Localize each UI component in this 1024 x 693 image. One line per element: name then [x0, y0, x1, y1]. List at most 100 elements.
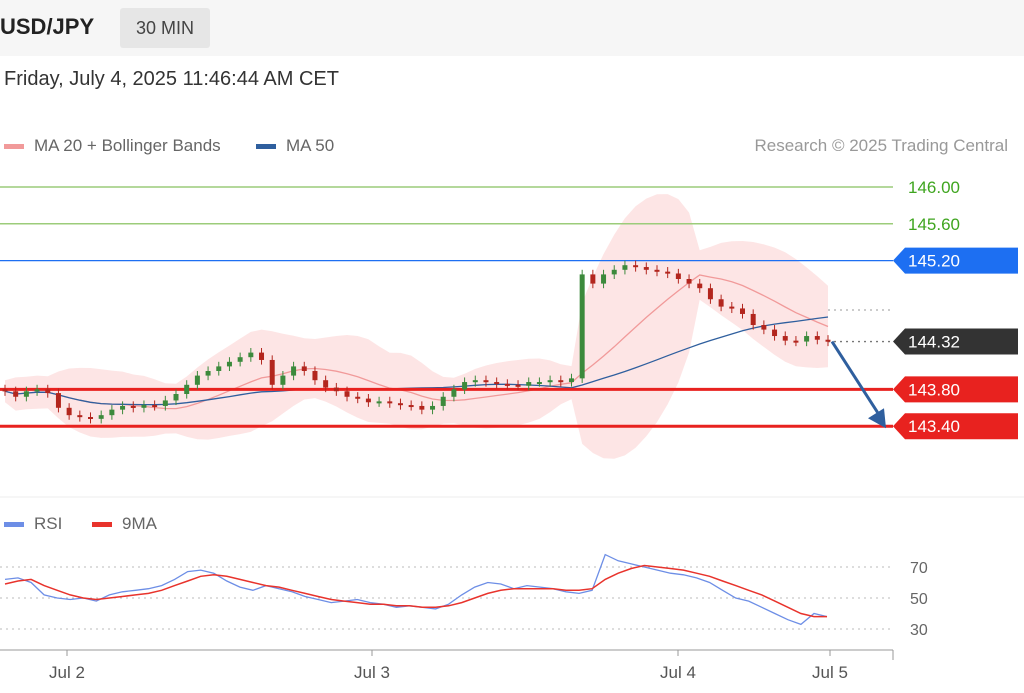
- candle-body: [162, 400, 168, 406]
- candle-body: [237, 357, 243, 362]
- candle-body: [34, 389, 40, 392]
- research-credit: Research © 2025 Trading Central: [754, 136, 1009, 155]
- candle-body: [355, 396, 361, 399]
- candle-body: [216, 366, 222, 371]
- candle-body: [472, 380, 478, 383]
- candle-body: [141, 405, 147, 408]
- rsi-line: [4, 553, 828, 626]
- candle-body: [483, 380, 489, 383]
- candle-body: [291, 366, 297, 376]
- candle-body: [825, 339, 831, 342]
- candle-body: [248, 352, 254, 358]
- candle-body: [88, 417, 94, 419]
- support-tag: [893, 376, 1018, 403]
- candle-body: [152, 405, 158, 408]
- rsi-swatch: [4, 522, 24, 528]
- candle-body: [686, 279, 692, 284]
- ma50-label: MA 50: [286, 136, 335, 155]
- candle-body: [793, 340, 799, 343]
- candle-body: [440, 396, 446, 406]
- candle-body: [408, 405, 414, 408]
- current-tag-label: 144.32: [908, 333, 960, 352]
- legend-rsi: RSI: [4, 514, 62, 534]
- candle-body: [814, 336, 820, 340]
- candle-body: [665, 271, 671, 274]
- price-levels: [0, 186, 893, 428]
- candle-body: [365, 398, 371, 403]
- x-tick-label: Jul 2: [49, 663, 85, 682]
- symbol-title: USD/JPY: [0, 14, 95, 39]
- projection-arrow: [830, 340, 886, 429]
- rsi-panel: 70 50 30: [0, 553, 928, 639]
- candle-body: [55, 393, 61, 408]
- pivot-tag: [893, 247, 1018, 274]
- candle-body: [430, 405, 436, 410]
- ma50-swatch: [256, 144, 276, 150]
- timeframe-button[interactable]: 30 MIN: [120, 8, 210, 48]
- candle-body: [280, 375, 286, 385]
- pivot-tag-label: 145.20: [908, 252, 960, 271]
- legend-ma50: MA 50: [256, 136, 334, 156]
- candle-body: [205, 371, 211, 376]
- candle-body: [761, 325, 767, 330]
- candle-body: [718, 299, 724, 307]
- candle-body: [2, 389, 8, 392]
- candle-body: [312, 371, 318, 381]
- candle-body: [397, 403, 403, 406]
- candle-body: [387, 401, 393, 404]
- candle-body: [697, 283, 703, 289]
- x-tick-label: Jul 3: [354, 663, 390, 682]
- resistance-label: 146.00: [908, 178, 960, 197]
- level-tags: 146.00 145.60 145.20 144.32 143.80 143.40: [893, 178, 1018, 440]
- rsi-level-label: 50: [910, 591, 928, 608]
- candle-body: [643, 267, 649, 270]
- x-tick-label: Jul 5: [812, 663, 848, 682]
- candle-body: [419, 405, 425, 410]
- candle-body: [45, 389, 51, 394]
- ma9-swatch: [92, 522, 112, 528]
- projection-arrowhead: [868, 408, 886, 429]
- support-tag-label: 143.80: [908, 380, 960, 399]
- ma20-label: MA 20 + Bollinger Bands: [34, 136, 221, 155]
- bollinger-bands: [5, 194, 828, 459]
- candle-body: [782, 336, 788, 341]
- candle-body: [451, 389, 457, 397]
- candle-body: [622, 265, 628, 270]
- projection-line: [830, 340, 882, 418]
- candle-body: [601, 274, 607, 284]
- candle-body: [611, 269, 617, 275]
- ma20-swatch: [4, 144, 24, 150]
- candle-body: [739, 308, 745, 314]
- legend-ma20: MA 20 + Bollinger Bands: [4, 136, 221, 156]
- candle-body: [494, 382, 500, 385]
- candle-body: [344, 391, 350, 397]
- candle-body: [675, 273, 681, 279]
- candle-body: [226, 361, 232, 367]
- candle-body: [98, 415, 104, 419]
- rsi-level-label: 70: [910, 560, 928, 577]
- legend-9ma: 9MA: [92, 514, 157, 534]
- candle-body: [729, 306, 735, 309]
- candle-body: [130, 405, 136, 408]
- candle-body: [120, 405, 126, 410]
- x-tick-label: Jul 4: [660, 663, 696, 682]
- resistance-label: 145.60: [908, 215, 960, 234]
- candle-body: [333, 387, 339, 392]
- current-tag: [893, 328, 1018, 355]
- support-tag: [893, 413, 1018, 440]
- candle-body: [547, 380, 553, 383]
- candle-body: [558, 380, 564, 383]
- candle-body: [772, 329, 778, 337]
- candle-body: [109, 409, 115, 416]
- ma9-label: 9MA: [122, 514, 157, 533]
- rsi-level-label: 30: [910, 622, 928, 639]
- candle-body: [194, 375, 200, 385]
- rsi-ma-line: [4, 564, 827, 618]
- candle-body: [23, 391, 29, 397]
- candle-body: [804, 336, 810, 342]
- candle-body: [750, 313, 756, 325]
- candle-body: [269, 359, 275, 385]
- timestamp: Friday, July 4, 2025 11:46:44 AM CET: [4, 68, 339, 90]
- candle-body: [184, 384, 190, 394]
